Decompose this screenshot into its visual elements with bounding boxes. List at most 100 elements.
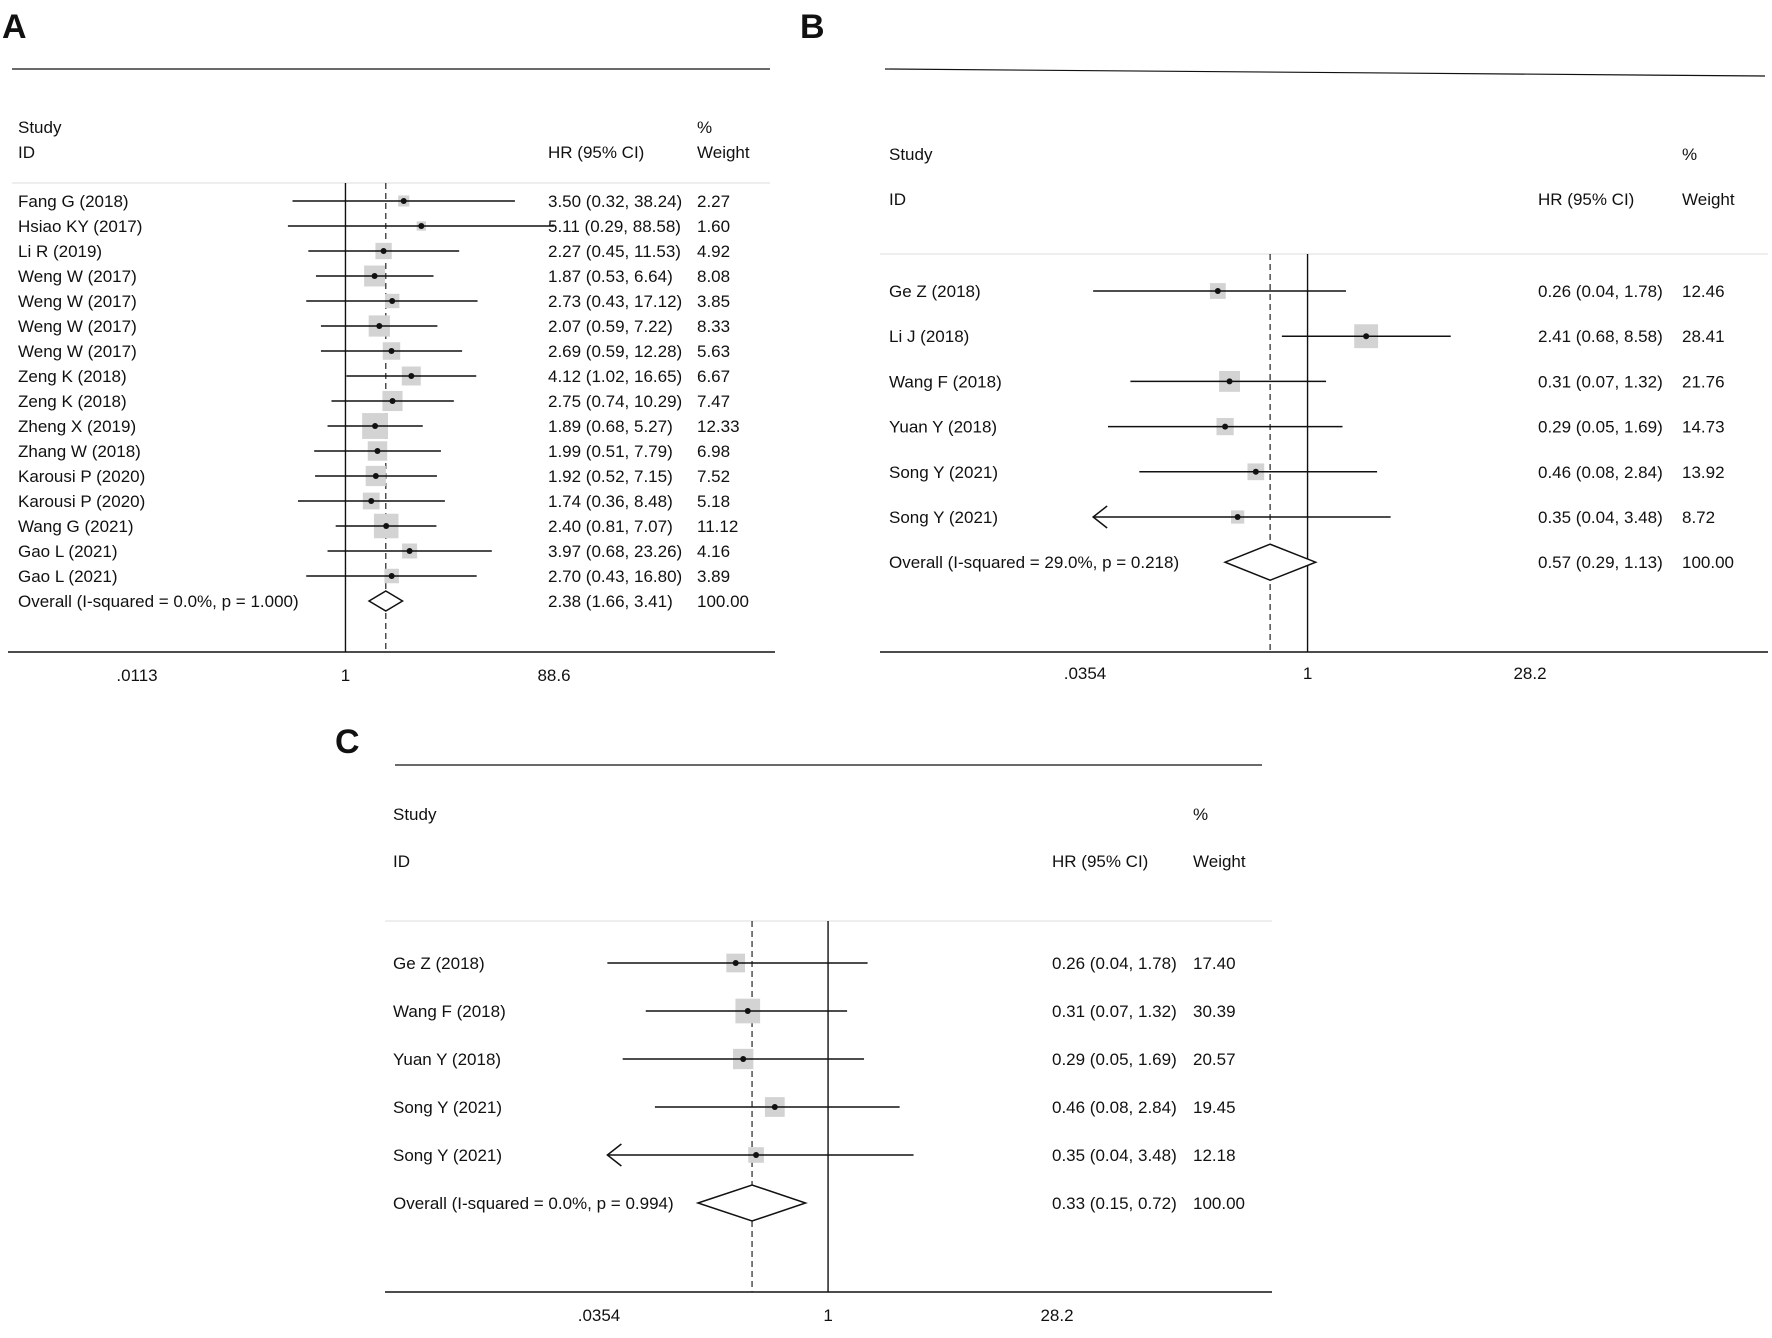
overall-hr-ci-label: 0.57 (0.29, 1.13): [1538, 553, 1663, 572]
x-tick-label: 1: [341, 666, 350, 685]
overall-diamond: [695, 1184, 808, 1222]
study-id-label: Karousi P (2020): [18, 467, 145, 486]
study-id-label: Hsiao KY (2017): [18, 217, 142, 236]
header-id: ID: [889, 190, 906, 209]
study-weight-label: 8.72: [1682, 508, 1715, 527]
study-point-estimate: [374, 448, 381, 454]
study-id-label: Wang F (2018): [393, 1002, 506, 1021]
study-weight-label: 13.92: [1682, 463, 1725, 482]
study-hr-ci-label: 1.74 (0.36, 8.48): [548, 492, 673, 511]
study-weight-label: 8.08: [697, 267, 730, 286]
x-tick-label: .0354: [1064, 664, 1107, 683]
study-point-estimate: [732, 960, 739, 966]
study-hr-ci-label: 2.69 (0.59, 12.28): [548, 342, 682, 361]
study-point-estimate: [406, 548, 413, 554]
study-weight-label: 3.85: [697, 292, 730, 311]
header-id: ID: [393, 852, 410, 871]
study-weight-label: 7.47: [697, 392, 730, 411]
study-weight-label: 14.73: [1682, 418, 1725, 437]
header-hr-ci: HR (95% CI): [548, 143, 644, 162]
study-weight-label: 12.33: [697, 417, 740, 436]
study-id-label: Weng W (2017): [18, 342, 137, 361]
header-study: Study: [18, 118, 62, 137]
study-id-label: Song Y (2021): [889, 463, 998, 482]
study-weight-label: 19.45: [1193, 1098, 1236, 1117]
study-weight-label: 28.41: [1682, 327, 1725, 346]
study-hr-ci-label: 1.89 (0.68, 5.27): [548, 417, 673, 436]
overall-weight-label: 100.00: [1193, 1194, 1245, 1213]
study-point-estimate: [1222, 423, 1229, 430]
study-weight-label: 20.57: [1193, 1050, 1236, 1069]
header-weight: Weight: [1682, 190, 1735, 209]
study-id-label: Zeng K (2018): [18, 392, 127, 411]
study-id-label: Song Y (2021): [393, 1098, 502, 1117]
study-weight-label: 5.18: [697, 492, 730, 511]
study-id-label: Zhang W (2018): [18, 442, 141, 461]
study-weight-label: 4.16: [697, 542, 730, 561]
study-hr-ci-label: 2.73 (0.43, 17.12): [548, 292, 682, 311]
study-point-estimate: [388, 348, 395, 354]
study-weight-label: 12.18: [1193, 1146, 1236, 1165]
study-hr-ci-label: 2.27 (0.45, 11.53): [548, 242, 681, 261]
study-id-label: Song Y (2021): [889, 508, 998, 527]
x-tick-label: .0354: [578, 1306, 621, 1325]
x-tick-label: 28.2: [1513, 664, 1546, 683]
x-tick-label: 88.6: [537, 666, 570, 685]
study-ci-arrow: [1091, 505, 1108, 529]
study-point-estimate: [771, 1104, 778, 1110]
study-hr-ci-label: 2.75 (0.74, 10.29): [548, 392, 682, 411]
study-weight-label: 1.60: [697, 217, 730, 236]
x-tick-label: 1: [1303, 664, 1312, 683]
study-weight-label: 17.40: [1193, 954, 1236, 973]
study-point-estimate: [744, 1008, 751, 1014]
study-point-estimate: [368, 498, 375, 504]
x-tick-label: 1: [823, 1306, 832, 1325]
study-id-label: Yuan Y (2018): [889, 418, 997, 437]
panel-label-a: A: [2, 8, 27, 46]
study-hr-ci-label: 0.26 (0.04, 1.78): [1052, 954, 1177, 973]
overall-label: Overall (I-squared = 0.0%, p = 1.000): [18, 592, 299, 611]
study-id-label: Ge Z (2018): [889, 282, 981, 301]
study-hr-ci-label: 2.40 (0.81, 7.07): [548, 517, 673, 536]
header-percent: %: [697, 118, 712, 137]
study-weight-label: 6.98: [697, 442, 730, 461]
study-point-estimate: [389, 398, 396, 404]
study-hr-ci-label: 1.99 (0.51, 7.79): [548, 442, 673, 461]
study-point-estimate: [1226, 378, 1233, 385]
study-hr-ci-label: 1.87 (0.53, 6.64): [548, 267, 673, 286]
study-id-label: Gao L (2021): [18, 542, 118, 561]
study-weight-label: 5.63: [697, 342, 730, 361]
study-point-estimate: [740, 1056, 747, 1062]
study-weight-label: 4.92: [697, 242, 730, 261]
study-point-estimate: [408, 373, 415, 379]
header-study: Study: [393, 805, 437, 824]
study-point-estimate: [372, 473, 379, 479]
study-point-estimate: [418, 223, 425, 229]
study-weight-label: 11.12: [697, 517, 738, 536]
study-point-estimate: [380, 248, 387, 254]
study-point-estimate: [376, 323, 383, 329]
study-weight-label: 7.52: [697, 467, 730, 486]
study-weight-label: 2.27: [697, 192, 730, 211]
study-weight-label: 3.89: [697, 567, 730, 586]
header-weight: Weight: [697, 143, 750, 162]
study-id-label: Gao L (2021): [18, 567, 118, 586]
study-id-label: Wang F (2018): [889, 372, 1002, 391]
study-hr-ci-label: 0.31 (0.07, 1.32): [1052, 1002, 1177, 1021]
study-hr-ci-label: 0.31 (0.07, 1.32): [1538, 372, 1663, 391]
study-weight-label: 8.33: [697, 317, 730, 336]
study-id-label: Wang G (2021): [18, 517, 134, 536]
study-hr-ci-label: 3.97 (0.68, 23.26): [548, 542, 682, 561]
study-hr-ci-label: 0.35 (0.04, 3.48): [1538, 508, 1663, 527]
x-tick-label: .0113: [116, 666, 157, 685]
study-point-estimate: [1214, 288, 1221, 294]
x-tick-label: 28.2: [1040, 1306, 1073, 1325]
forest-panel-a: Study ID HR (95% CI)% Weight Fang G (2018) 3.…: [8, 68, 775, 685]
study-point-estimate: [1252, 468, 1259, 475]
study-hr-ci-label: 3.50 (0.32, 38.24): [548, 192, 682, 211]
study-weight-label: 21.76: [1682, 372, 1725, 391]
study-ci-arrow: [606, 1143, 622, 1167]
study-id-label: Ge Z (2018): [393, 954, 485, 973]
study-id-label: Weng W (2017): [18, 267, 137, 286]
study-id-label: Li J (2018): [889, 327, 969, 346]
